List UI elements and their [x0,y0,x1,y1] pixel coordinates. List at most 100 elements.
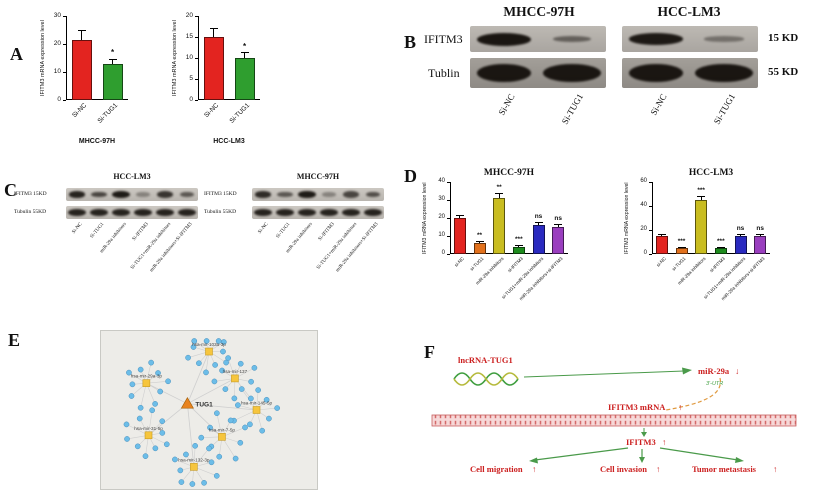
y-tick-label: 0 [189,95,193,103]
gene-node [189,481,196,487]
y-axis-title: IFITM3 mRNA expression level [40,20,46,96]
error-bar-cap [495,193,504,195]
y-tick-mark [195,15,198,17]
bar [552,227,565,254]
error-bar-cap [697,195,706,197]
panel-e-label: E [8,330,21,350]
panel-c2-row-tubulin: Tubulin 55KD [204,209,237,215]
gene-node [274,405,281,411]
x-tick-label: si-IFITM3 [507,256,525,274]
error-bar-cap [514,244,523,246]
protein-band [178,208,196,217]
gene-node [203,338,210,344]
gene-node [128,393,135,399]
gene-node [152,401,158,407]
bar [453,218,466,254]
error-bar-cap [240,52,249,54]
lane-label: miR-29a inhibitors+Si-IFITM3 [335,222,380,274]
lane-label: Si-IFITM3 [131,222,150,243]
network-edge [140,383,147,408]
y-axis-title: IFITM3 mRNA expression level [624,182,630,254]
y-tick-mark [649,181,652,183]
error-bar [459,215,461,218]
blot-strip-ifitm3-hcclm3 [622,26,758,52]
lane-label: Si-TUG1+miR-29a inhibitors [315,222,358,271]
mirna-hub-node [144,431,153,440]
plot-area [450,182,568,254]
network-svg: hsa-mir-103a-3p hsa-mir-137 hsa-mir-29a-3p… [123,338,281,487]
gene-node [198,434,205,441]
panel-c1-row-ifitm3: IFITM3 15KD [14,191,47,197]
network-edge [187,403,223,438]
gene-node [192,442,198,449]
tug1-to-mir-arrow [523,370,685,378]
plot-area [66,16,128,100]
y-tick-label: 0 [57,95,61,103]
blot-strip-ifitm3-mhcc97h [470,26,606,52]
gene-node [248,378,254,385]
protein-band [298,208,316,217]
mirna-hub-node [252,406,261,414]
error-bar [518,245,520,247]
gene-node [237,439,244,446]
tug1-label: TUG1 [195,402,213,409]
y-tick-mark [649,205,652,207]
error-bar-cap [475,240,484,242]
tumor-metastasis-label: Tumor metastasis [692,464,757,474]
y-tick-mark [447,235,450,237]
gene-node [219,367,225,374]
migration-up-arrow-icon: ↑ [532,464,536,474]
x-tick-label: Si-NC [203,102,221,120]
error-bar-cap [677,246,686,248]
mrna-up-arrow-icon: ↑ [678,402,682,412]
gene-node [220,339,227,345]
y-tick-label: 0 [441,250,445,257]
bar [754,236,767,254]
significance-label: *** [515,235,523,243]
arrow-to-metastasis-head-icon [735,457,744,463]
gene-node [222,386,229,392]
panel-a-label: A [10,44,23,64]
significance-label: *** [697,186,705,194]
panel-b-label: B [404,32,417,52]
mirna-hub-label: hsa-mir-145-5p [241,401,273,406]
protein-band [68,191,86,198]
y-tick-mark [649,253,652,255]
protein-band [364,208,382,217]
y-tick-mark [195,57,198,59]
bar [473,243,486,254]
gene-node [266,415,272,422]
mirna-hub-node [231,374,239,383]
arrow-to-migration [534,447,629,461]
gene-node [220,348,226,355]
utr-label: 3'-UTR [706,381,723,387]
protein-band [553,36,591,42]
bar [675,248,688,254]
lane-label: Si-NC [496,92,517,117]
error-bar-cap [209,28,218,30]
tug1-to-mir-arrowhead-icon [682,367,692,375]
bar [512,246,525,254]
panel-c2-row-ifitm3: IFITM3 15KD [204,191,237,197]
gene-node [227,417,234,424]
gene-node [201,479,207,486]
network-edge [187,378,236,405]
y-tick-mark [63,15,66,17]
blot-strip-tublin-mhcc97h [470,58,606,88]
gene-node [165,378,171,385]
y-tick-label: 10 [185,53,193,61]
panel-b-row-ifitm3: IFITM3 [424,32,463,46]
significance-label: ** [496,184,502,192]
significance-label: * [110,48,115,58]
cell-invasion-label: Cell invasion [600,464,647,474]
gene-node [211,378,218,385]
error-bar [538,222,539,226]
gene-node [259,427,266,434]
blot-strip-c1-tubulin [66,206,198,219]
network-edge [148,403,188,436]
panel-b-kd-55: 55 KD [768,66,799,78]
gene-node [206,445,212,452]
protein-band [136,192,150,197]
gene-node [185,354,191,361]
protein-band [476,32,532,46]
